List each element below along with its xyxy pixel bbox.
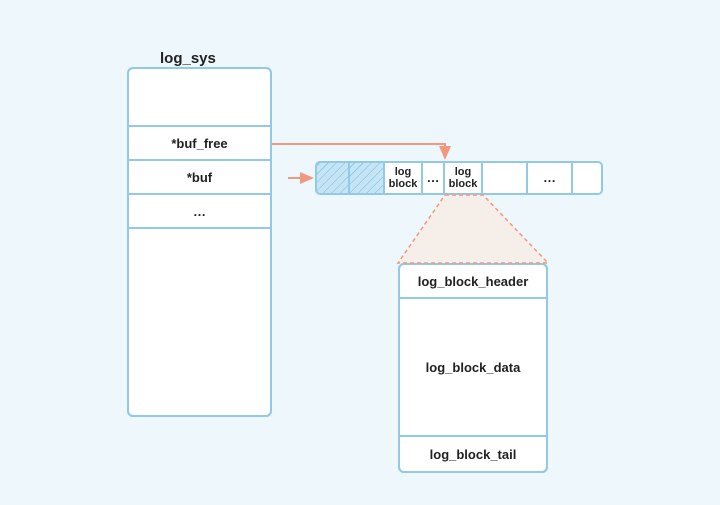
log-block-row: log_block_header	[398, 263, 548, 299]
log-sys-row: *buf_free	[127, 127, 272, 161]
buffer-cell	[573, 161, 603, 195]
log-sys-row: …	[127, 195, 272, 229]
log-block-row: log_block_data	[398, 299, 548, 437]
buffer-cell: …	[528, 161, 573, 195]
log-block-row: log_block_tail	[398, 437, 548, 473]
log-sys-row: *buf	[127, 161, 272, 195]
log-sys-row	[127, 67, 272, 127]
buffer-cell: log block	[385, 161, 423, 195]
buffer-cell	[483, 161, 528, 195]
log-sys-title: log_sys	[160, 50, 216, 67]
buffer-cell: …	[423, 161, 445, 195]
buffer-cell-highlight: log block	[445, 161, 483, 195]
log-sys-row	[127, 229, 272, 417]
buffer-cell	[350, 161, 385, 195]
canvas-background	[0, 0, 720, 505]
buffer-cell	[315, 161, 350, 195]
